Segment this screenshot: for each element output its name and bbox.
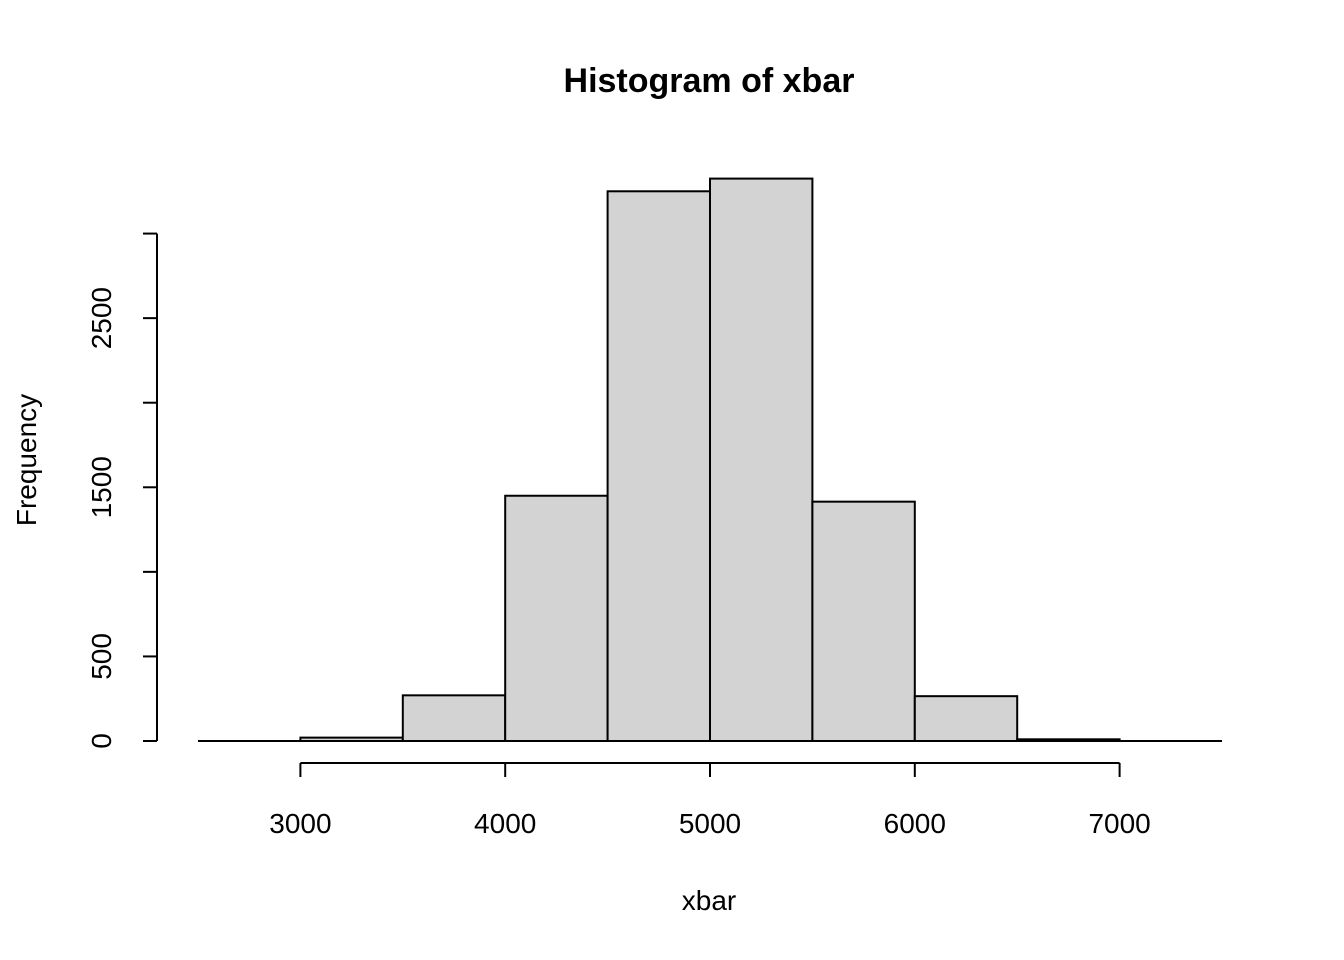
x-tick-label: 4000 bbox=[474, 808, 536, 839]
y-tick-label: 2500 bbox=[86, 287, 117, 349]
chart-title: Histogram of xbar bbox=[564, 62, 855, 100]
x-tick-label: 3000 bbox=[269, 808, 331, 839]
x-tick-label: 7000 bbox=[1088, 808, 1150, 839]
y-axis-label: Frequency bbox=[11, 394, 42, 526]
x-axis-label: xbar bbox=[682, 885, 736, 916]
y-tick-label: 0 bbox=[86, 733, 117, 749]
y-axis: 0 500 1500 2500 bbox=[86, 232, 158, 749]
y-tick-label: 1500 bbox=[86, 456, 117, 518]
histogram-bar bbox=[401, 694, 507, 742]
histogram-bar bbox=[504, 494, 609, 742]
histogram-bar bbox=[709, 177, 814, 743]
histogram-bar bbox=[606, 190, 711, 743]
y-tick-label: 500 bbox=[86, 633, 117, 680]
histogram-bar bbox=[811, 500, 916, 743]
x-axis: 3000 4000 5000 6000 7000 bbox=[269, 762, 1151, 839]
bars-group bbox=[299, 177, 1121, 743]
histogram-bar bbox=[913, 695, 1019, 742]
x-tick-label: 5000 bbox=[679, 808, 741, 839]
x-tick-label: 6000 bbox=[884, 808, 946, 839]
